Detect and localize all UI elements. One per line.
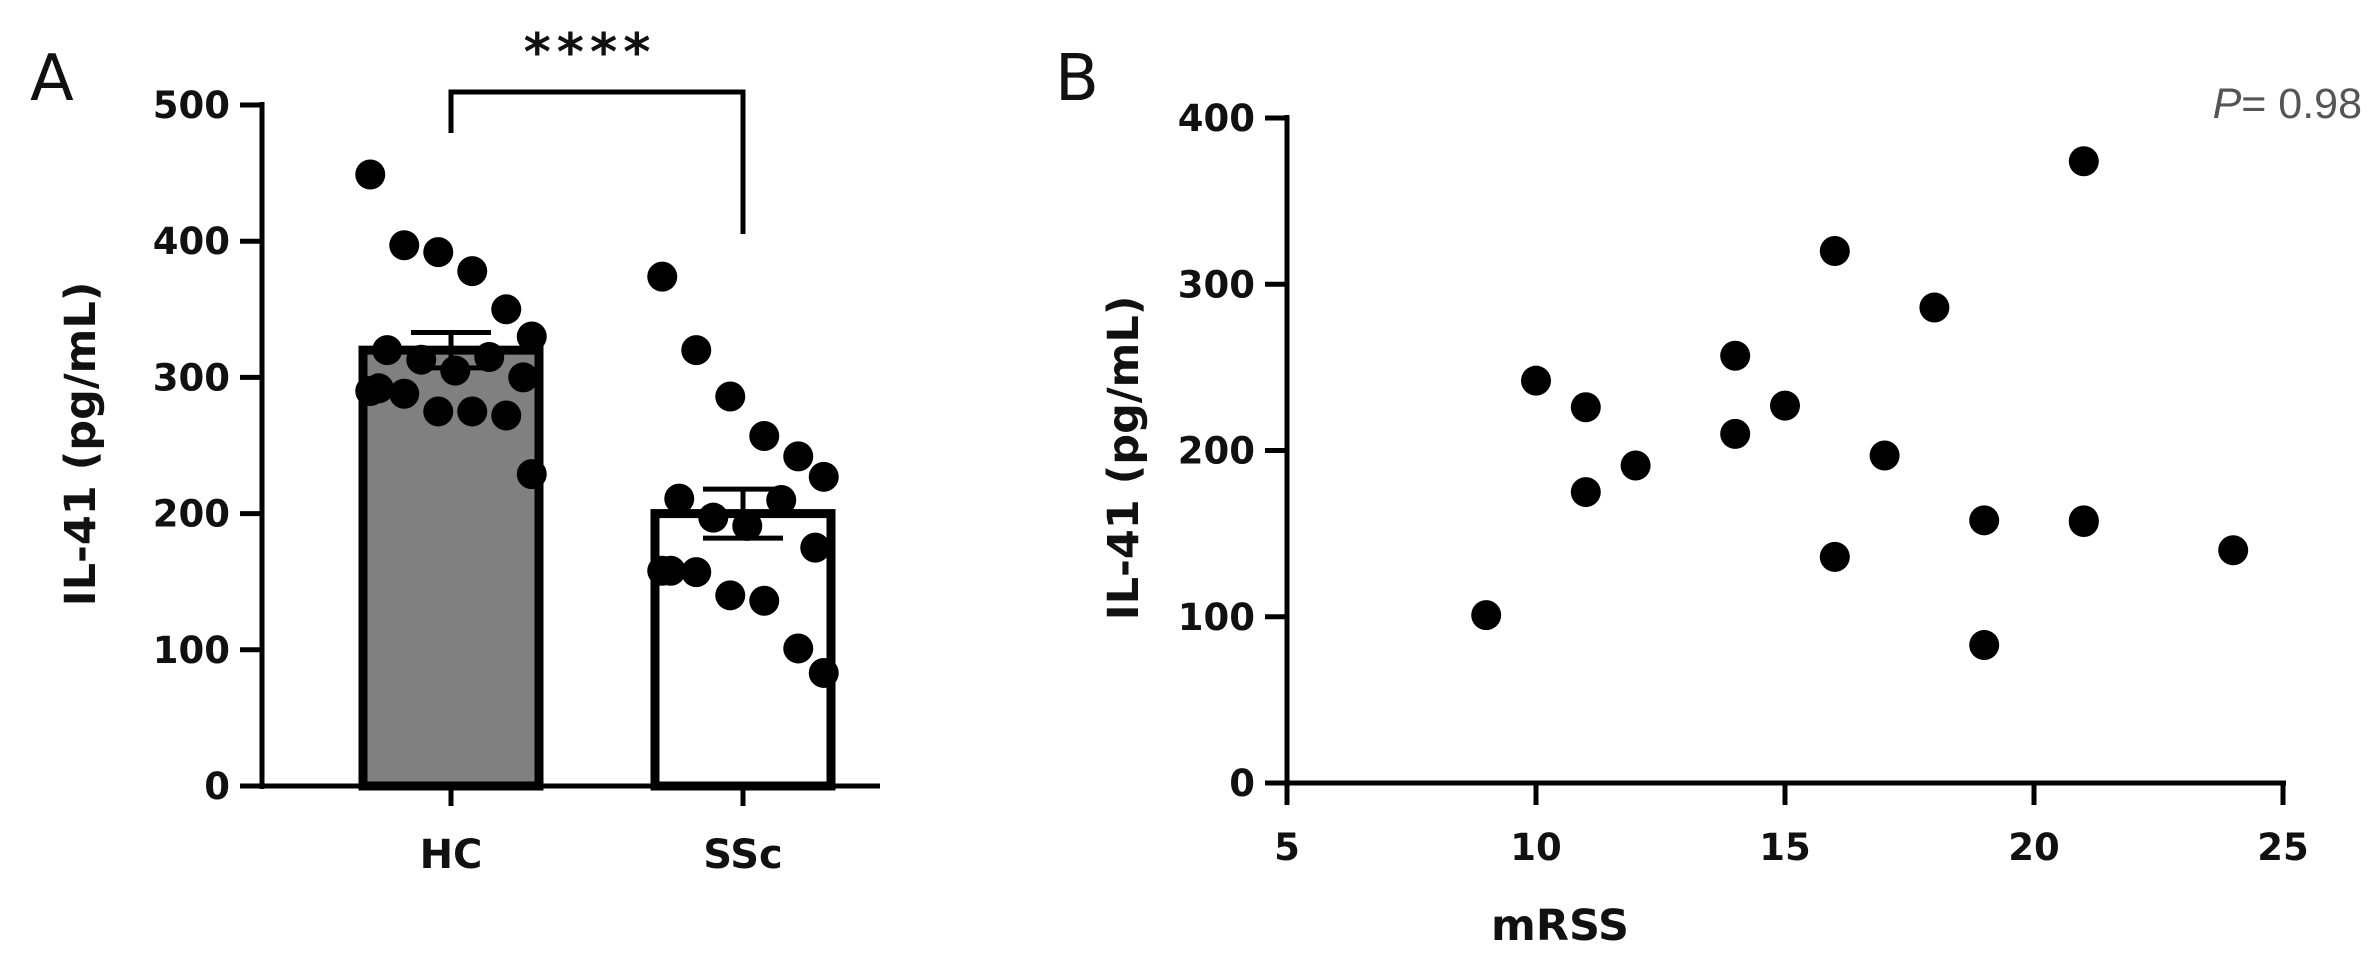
scatter-point bbox=[2218, 535, 2249, 566]
scatter-point bbox=[2068, 506, 2099, 537]
point-hc bbox=[516, 321, 547, 352]
point-ssc bbox=[698, 502, 729, 533]
panel-b-y-axis-title: IL-41 (pg/mL) bbox=[1099, 296, 1149, 621]
panel-a-y-tick-label: 500 bbox=[153, 84, 230, 127]
point-ssc bbox=[808, 461, 839, 492]
point-hc bbox=[423, 396, 454, 427]
panel-b-y-tick-label: 200 bbox=[1178, 430, 1255, 473]
panel-a-category-label: HC bbox=[420, 832, 483, 878]
panel-a-y-axis-title: IL-41 (pg/mL) bbox=[56, 282, 106, 607]
point-ssc bbox=[749, 585, 780, 616]
point-hc bbox=[372, 335, 403, 366]
scatter-point bbox=[1819, 541, 1850, 572]
point-ssc bbox=[783, 633, 814, 664]
point-ssc bbox=[749, 420, 780, 451]
point-hc bbox=[355, 376, 386, 407]
point-hc bbox=[516, 459, 547, 490]
point-hc bbox=[457, 396, 488, 427]
scatter-point bbox=[1720, 418, 1751, 449]
point-ssc bbox=[783, 441, 814, 472]
point-hc bbox=[474, 341, 505, 372]
panel-a-y-tick-label: 300 bbox=[153, 356, 230, 399]
scatter-point bbox=[1869, 440, 1900, 471]
panel-b-y-tick-label: 100 bbox=[1178, 596, 1255, 639]
panel-a-plot: 0 100 200 300 400 500 HC SSc bbox=[153, 84, 880, 878]
point-ssc bbox=[800, 532, 831, 563]
point-ssc bbox=[766, 484, 797, 515]
scatter-point bbox=[1471, 600, 1502, 631]
panel-b-p-annotation: P= 0.98 bbox=[2213, 80, 2362, 128]
panel-a-significance: **** bbox=[524, 23, 657, 83]
scatter-point bbox=[2068, 146, 2099, 177]
point-ssc bbox=[808, 657, 839, 688]
point-ssc bbox=[681, 335, 712, 366]
panel-b-x-tick-label: 10 bbox=[1510, 826, 1562, 869]
panel-b-x-tick-label: 20 bbox=[2008, 826, 2060, 869]
point-hc bbox=[491, 294, 522, 325]
panel-b-y-tick-label: 0 bbox=[1229, 762, 1255, 805]
p-value: = 0.98 bbox=[2241, 80, 2362, 128]
point-hc bbox=[457, 256, 488, 287]
scatter-point bbox=[1720, 340, 1751, 371]
scatter-point bbox=[1969, 630, 2000, 661]
scatter-point bbox=[1969, 505, 2000, 536]
panel-a-y-tick-label: 100 bbox=[153, 629, 230, 672]
panel-a-letter: A bbox=[30, 42, 74, 116]
point-hc bbox=[440, 355, 471, 386]
panel-b-plot: 0 100 200 300 400 5 10 15 20 25 bbox=[1178, 97, 2309, 869]
scatter-point bbox=[1521, 365, 1551, 396]
point-hc bbox=[491, 400, 522, 431]
scatter-point bbox=[1620, 450, 1651, 481]
scatter-point bbox=[1819, 236, 1850, 266]
panel-a-y-tick-label: 200 bbox=[153, 493, 230, 536]
panel-a-y-tick-label: 0 bbox=[204, 765, 230, 808]
panel-b-x-tick-label: 25 bbox=[2257, 826, 2309, 869]
panel-a-y-tick-label: 400 bbox=[153, 220, 230, 263]
point-hc bbox=[389, 230, 420, 261]
point-hc bbox=[508, 362, 539, 393]
point-hc bbox=[355, 159, 386, 190]
panel-b-y-tick-label: 300 bbox=[1178, 263, 1255, 306]
point-hc bbox=[389, 378, 420, 409]
point-hc bbox=[423, 237, 454, 268]
point-ssc bbox=[664, 483, 695, 514]
point-ssc bbox=[647, 261, 678, 292]
panel-b-letter: B bbox=[1055, 42, 1099, 116]
point-ssc bbox=[732, 510, 763, 541]
significance-bracket bbox=[448, 89, 746, 234]
scatter-point bbox=[1570, 392, 1601, 423]
point-ssc bbox=[715, 580, 746, 611]
point-ssc bbox=[681, 557, 712, 588]
panel-a-category-label: SSc bbox=[703, 832, 783, 878]
panel-b-x-tick-label: 15 bbox=[1759, 826, 1811, 869]
panel-b-y-tick-label: 400 bbox=[1178, 97, 1255, 140]
point-ssc bbox=[647, 555, 678, 586]
panel-b-x-axis-title: mRSS bbox=[1491, 901, 1629, 951]
scatter-point bbox=[1570, 477, 1601, 508]
panel-b-x-tick-label: 5 bbox=[1274, 826, 1300, 869]
scatter-point bbox=[1770, 390, 1800, 421]
scatter-point bbox=[1919, 292, 1950, 323]
point-ssc bbox=[715, 381, 746, 412]
p-symbol: P bbox=[2213, 80, 2242, 128]
